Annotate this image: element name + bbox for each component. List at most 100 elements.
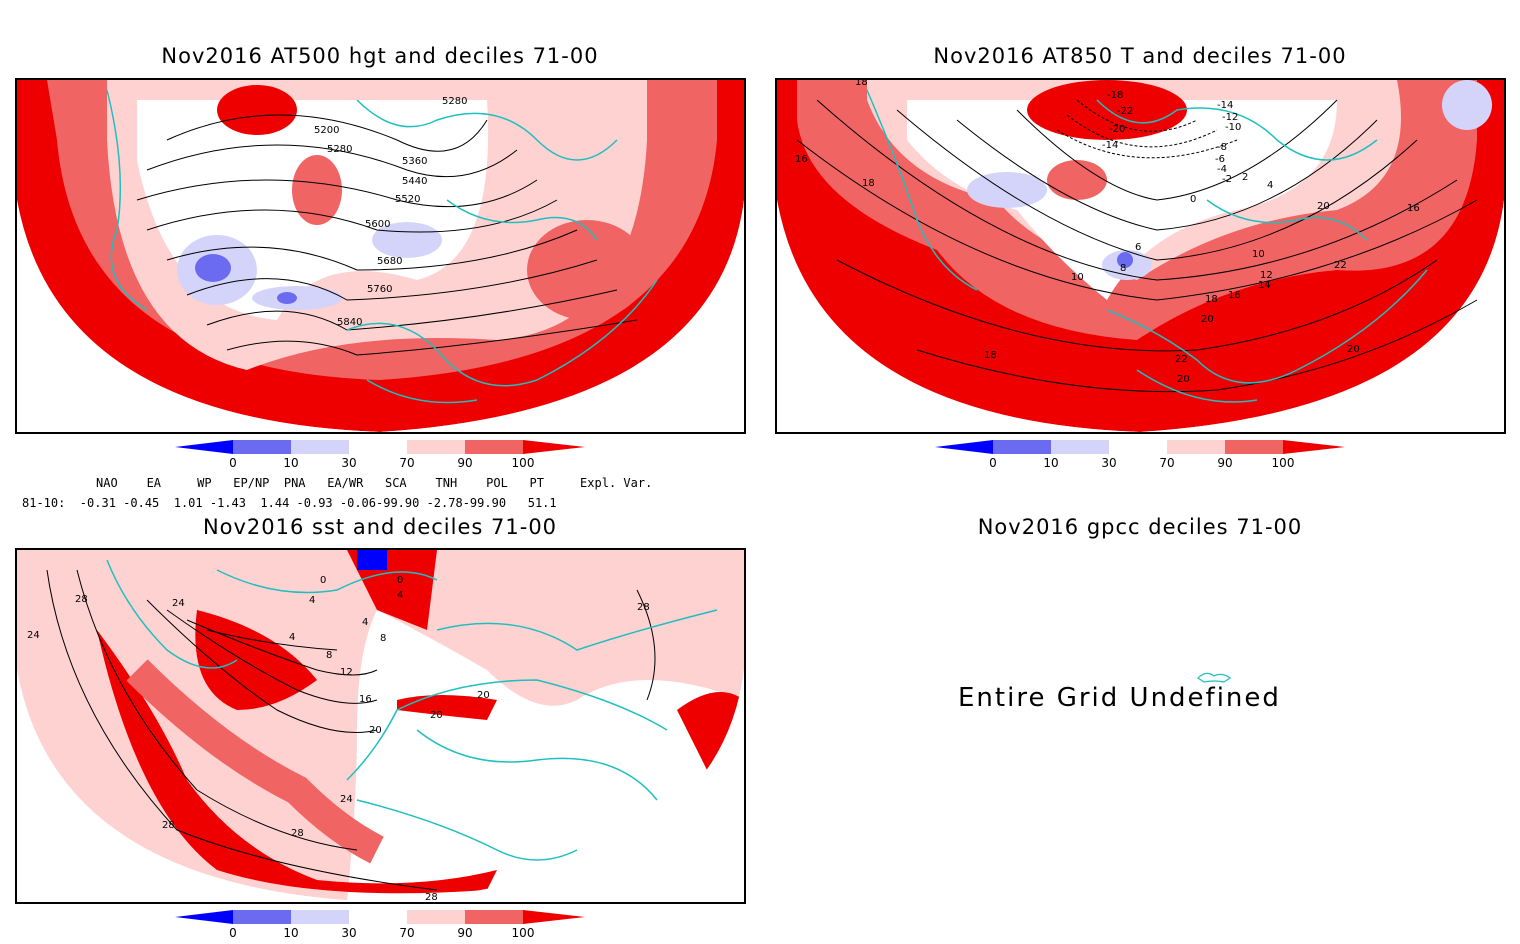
colorbar-segment bbox=[523, 910, 585, 924]
colorbar-tick-label: 10 bbox=[283, 456, 298, 470]
colorbar-tick-label: 100 bbox=[1272, 456, 1295, 470]
undefined-grid-message: Entire Grid Undefined bbox=[958, 683, 1281, 713]
p2-label: 6 bbox=[1135, 242, 1141, 253]
p2-label: 14 bbox=[1258, 280, 1271, 291]
panel1-map: 5280 5200 5280 5360 5440 5520 5600 5680 … bbox=[15, 78, 746, 434]
p3-label: 24 bbox=[340, 794, 353, 805]
colorbar-tick-label: 70 bbox=[399, 926, 414, 940]
p2-label: 16 bbox=[1228, 290, 1241, 301]
p2-label: 4 bbox=[1267, 180, 1273, 191]
colorbar-tick-label: 30 bbox=[1101, 456, 1116, 470]
colorbar-segment bbox=[233, 440, 291, 454]
indices-header: NAO EA WP EP/NP PNA EA/WR SCA TNH POL PT… bbox=[96, 476, 653, 490]
colorbar-tick-label: 90 bbox=[457, 926, 472, 940]
colorbar-tick-label: 90 bbox=[457, 456, 472, 470]
colorbar-segment bbox=[1225, 440, 1283, 454]
colorbar-segment bbox=[993, 440, 1051, 454]
p2-label: 16 bbox=[1407, 203, 1420, 214]
colorbar-segment bbox=[465, 440, 523, 454]
colorbar-segment bbox=[1167, 440, 1225, 454]
p2-label: 18 bbox=[984, 350, 997, 361]
p2-label: 20 bbox=[1177, 374, 1190, 385]
panel2-title: Nov2016 AT850 T and deciles 71-00 bbox=[933, 44, 1347, 68]
p3-label: 16 bbox=[359, 694, 372, 705]
colorbar-tick-label: 100 bbox=[512, 926, 535, 940]
colorbar-panel3: 0 10 30 70 90 100 bbox=[175, 908, 585, 940]
p2-label: 16 bbox=[795, 154, 808, 165]
colorbar-segment bbox=[1051, 440, 1109, 454]
p2-label: 12 bbox=[1260, 270, 1273, 281]
colorbar-tick-label: 0 bbox=[229, 456, 237, 470]
p3-label: 0 bbox=[320, 575, 326, 586]
p2-label: 2 bbox=[1242, 172, 1248, 183]
colorbar-tick-label: 30 bbox=[341, 456, 356, 470]
colorbar-segment bbox=[1283, 440, 1345, 454]
panel3-title: Nov2016 sst and deciles 71-00 bbox=[202, 515, 558, 539]
p2-label: 8 bbox=[1120, 263, 1126, 274]
colorbar-tick-label: 0 bbox=[989, 456, 997, 470]
panel3-map: 28 24 24 0 4 0 4 4 4 8 8 12 16 20 20 20 … bbox=[15, 548, 746, 904]
p2-label: -4 bbox=[1217, 164, 1227, 175]
colorbar-tick-label: 30 bbox=[341, 926, 356, 940]
colorbar-tick-label: 10 bbox=[1043, 456, 1058, 470]
p2-label: 22 bbox=[1334, 260, 1347, 271]
p2-label: -20 bbox=[1109, 124, 1125, 135]
p2-label: 10 bbox=[1071, 272, 1084, 283]
panel1-title: Nov2016 AT500 hgt and deciles 71-00 bbox=[161, 44, 599, 68]
p1-label: 5760 bbox=[367, 284, 392, 295]
colorbar-segment bbox=[935, 440, 993, 454]
p1-label: 5360 bbox=[402, 156, 427, 167]
colorbar-panel2: 0 10 30 70 90 100 bbox=[935, 438, 1345, 470]
p3-label: 28 bbox=[637, 602, 650, 613]
colorbar-segment bbox=[349, 440, 407, 454]
p3-label: 20 bbox=[430, 710, 443, 721]
colorbar-segment bbox=[523, 440, 585, 454]
p3-label: 24 bbox=[172, 598, 185, 609]
p3-label: 4 bbox=[362, 617, 368, 628]
p2-label: -10 bbox=[1225, 122, 1241, 133]
p2-label: -14 bbox=[1217, 100, 1233, 111]
p2-label: 18 bbox=[855, 80, 868, 88]
p3-label: 24 bbox=[27, 630, 40, 641]
panel4-title: Nov2016 gpcc deciles 71-00 bbox=[977, 515, 1303, 539]
colorbar-segment bbox=[349, 910, 407, 924]
colorbar-tick-label: 100 bbox=[512, 456, 535, 470]
p1-label: 5840 bbox=[337, 317, 362, 328]
colorbar-segment bbox=[175, 910, 233, 924]
indices-row: 81-10: -0.31 -0.45 1.01 -1.43 1.44 -0.93… bbox=[22, 496, 557, 510]
p3-label: 8 bbox=[380, 633, 386, 644]
p1-label: 5200 bbox=[314, 125, 339, 136]
colorbar-segment bbox=[291, 910, 349, 924]
colorbar-segment bbox=[175, 440, 233, 454]
panel2-map: 18 16 18 -18 -22 -20 -14 -14 -12 -10 -8 … bbox=[775, 78, 1506, 434]
colorbar-panel1: 0 10 30 70 90 100 bbox=[175, 438, 585, 470]
colorbar-tick-label: 70 bbox=[399, 456, 414, 470]
colorbar-segment bbox=[233, 910, 291, 924]
p2-label: 0 bbox=[1190, 194, 1196, 205]
colorbar-segment bbox=[407, 440, 465, 454]
p2-label: -8 bbox=[1217, 142, 1227, 153]
p1-label: 5280 bbox=[442, 96, 467, 107]
p2-label: -14 bbox=[1102, 140, 1118, 151]
p2-label: -6 bbox=[1215, 154, 1225, 165]
colorbar-tick-label: 10 bbox=[283, 926, 298, 940]
p2-label: -2 bbox=[1222, 174, 1232, 185]
p1-label: 5280 bbox=[327, 144, 352, 155]
p3-label: 28 bbox=[75, 594, 88, 605]
p3-label: 4 bbox=[289, 632, 295, 643]
p2-label: 20 bbox=[1201, 314, 1214, 325]
p3-label: 20 bbox=[477, 690, 490, 701]
p2-label: 22 bbox=[1175, 354, 1188, 365]
p1-label: 5600 bbox=[365, 219, 390, 230]
p1-label: 5520 bbox=[395, 194, 420, 205]
tiny-coastline-icon bbox=[1197, 672, 1232, 683]
colorbar-segment bbox=[465, 910, 523, 924]
p2-label: 18 bbox=[1205, 294, 1218, 305]
p3-label: 8 bbox=[326, 650, 332, 661]
p3-label: 28 bbox=[425, 892, 438, 902]
colorbar-segment bbox=[1109, 440, 1167, 454]
p2-label: 18 bbox=[862, 178, 875, 189]
p2-label: -18 bbox=[1107, 90, 1123, 101]
p1-label: 5440 bbox=[402, 176, 427, 187]
p3-label: 12 bbox=[340, 667, 353, 678]
